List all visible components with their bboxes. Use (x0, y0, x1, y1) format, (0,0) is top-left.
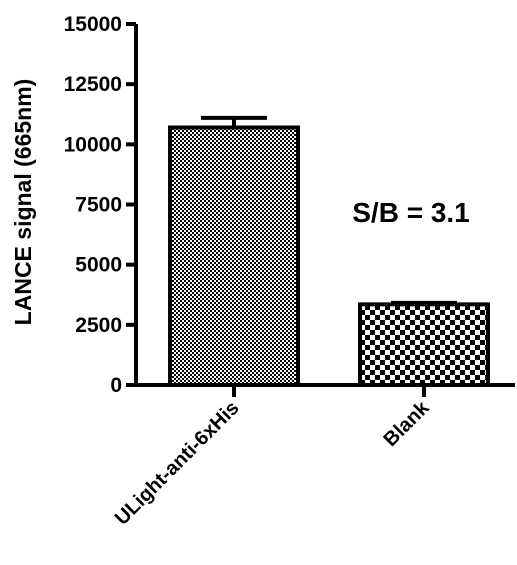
x-category-label: ULight-anti-6xHis (111, 397, 244, 530)
y-tick-label: 5000 (75, 254, 122, 277)
y-tick-label: 10000 (64, 133, 122, 156)
y-tick-label: 7500 (75, 194, 122, 217)
y-tick-label: 15000 (64, 13, 122, 36)
y-axis: 0 2500 5000 7500 10000 12500 15000 (64, 13, 138, 397)
y-tick-label: 0 (110, 374, 122, 397)
bar-blank (358, 302, 490, 388)
y-tick-label: 2500 (75, 314, 122, 337)
bar-ulight-anti-6xhis (168, 125, 300, 387)
sb-ratio-annotation: S/B = 3.1 (352, 197, 470, 228)
y-tick-label: 12500 (64, 73, 122, 96)
y-axis-title: LANCE signal (665nm) (10, 79, 36, 326)
x-category-label: Blank (379, 396, 434, 451)
